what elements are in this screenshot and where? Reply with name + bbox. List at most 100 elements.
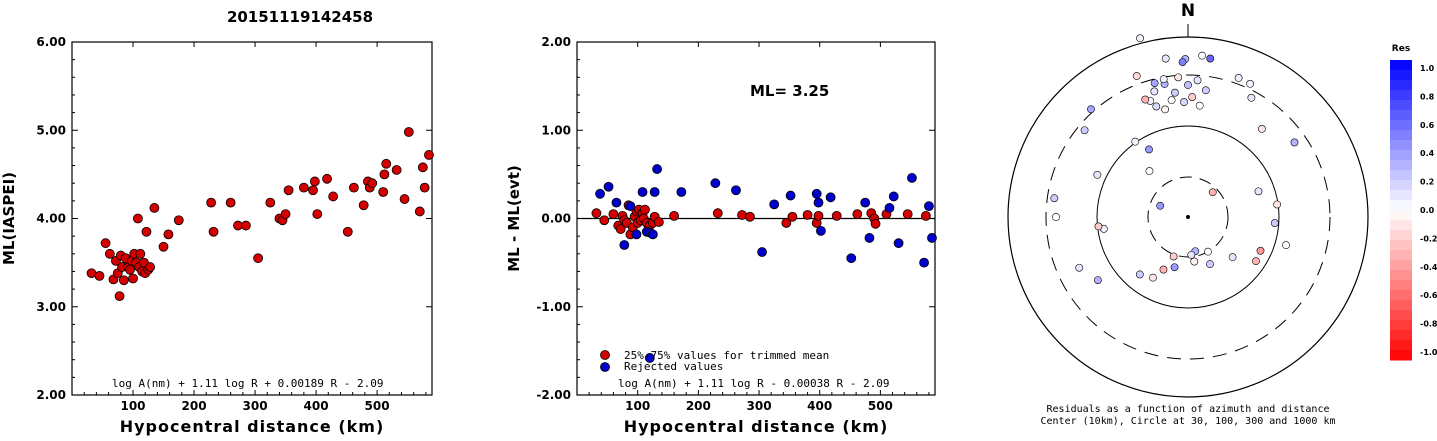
x-tick-label: 100: [120, 399, 145, 413]
station-point: [1093, 276, 1102, 284]
data-point: [640, 204, 650, 215]
data-point: [907, 173, 917, 183]
data-point: [114, 291, 125, 302]
colorbar-segment: [1390, 330, 1412, 341]
colorbar-tick-label: -0.2: [1420, 234, 1437, 243]
data-point: [149, 203, 160, 213]
data-point: [240, 220, 251, 231]
colorbar-segment: [1390, 290, 1412, 301]
station-point: [1180, 98, 1188, 106]
station-point: [1170, 263, 1179, 272]
data-point: [920, 210, 931, 221]
data-point: [163, 229, 174, 240]
data-point: [787, 211, 798, 222]
colorbar-tick-label: -0.6: [1420, 291, 1437, 300]
colorbar-segment: [1390, 300, 1412, 311]
y-axis-label: ML(IASPEI): [0, 172, 18, 265]
colorbar-segment: [1390, 120, 1412, 131]
y-tick-label: 5.00: [36, 123, 66, 137]
x-tick-label: 500: [868, 399, 893, 413]
station-point: [1247, 93, 1256, 102]
data-point: [603, 181, 614, 192]
colorbar-segment: [1390, 80, 1412, 91]
y-tick-label: 2.00: [36, 388, 66, 402]
data-point: [644, 353, 655, 363]
data-point: [280, 209, 291, 219]
station-point: [1156, 201, 1165, 210]
station-point: [1150, 79, 1159, 87]
north-label: N: [1181, 1, 1195, 21]
data-point: [94, 270, 105, 281]
legend-marker-trimmed: [600, 350, 610, 360]
chart-title: 20151119142458: [226, 8, 374, 26]
data-point: [852, 209, 863, 219]
polar-circle-30km: [1147, 176, 1229, 258]
station-point: [1171, 88, 1179, 97]
data-point: [802, 210, 813, 220]
formula-annotation: log A(nm) + 1.11 log R + 0.00189 R - 2.0…: [112, 377, 384, 390]
station-point: [1282, 241, 1290, 250]
data-point: [924, 201, 934, 212]
data-point: [141, 226, 152, 237]
data-point: [100, 238, 111, 249]
station-point: [1254, 187, 1263, 196]
data-point: [888, 191, 899, 202]
data-point: [745, 211, 755, 222]
colorbar-segment: [1390, 110, 1412, 121]
polar-caption-line1: Residuals as a function of azimuth and d…: [1047, 404, 1330, 415]
data-point: [378, 187, 389, 197]
data-point: [132, 213, 143, 224]
data-point: [253, 253, 264, 264]
data-point: [173, 215, 184, 226]
colorbar-segment: [1390, 350, 1412, 361]
x-tick-label: 300: [243, 399, 268, 413]
data-point: [599, 215, 610, 226]
station-point: [1234, 74, 1243, 82]
station-point: [1252, 257, 1260, 266]
data-point: [757, 247, 767, 257]
station-point: [1132, 72, 1141, 80]
x-tick-label: 200: [686, 399, 711, 413]
data-point: [158, 241, 169, 252]
data-point: [731, 185, 741, 196]
data-point: [145, 262, 156, 272]
station-point: [1201, 86, 1210, 95]
data-point: [825, 192, 836, 203]
y-tick-label: -2.00: [536, 388, 571, 402]
data-point: [637, 187, 648, 197]
station-point: [1141, 95, 1150, 104]
data-point: [424, 150, 434, 160]
colorbar-tick-label: 0.8: [1420, 92, 1435, 101]
colorbar-segment: [1390, 240, 1412, 251]
polar-circle-100km: [1096, 125, 1280, 309]
data-point: [785, 190, 796, 201]
data-point: [860, 197, 871, 208]
y-tick-label: 3.00: [36, 300, 66, 314]
data-point: [676, 187, 687, 197]
station-point: [1145, 145, 1153, 154]
station-point: [1094, 222, 1103, 231]
station-point: [1290, 138, 1299, 147]
data-point: [649, 187, 660, 197]
data-point: [595, 188, 605, 199]
x-tick-label: 500: [365, 399, 390, 413]
data-point: [118, 275, 129, 286]
station-point: [1161, 105, 1170, 114]
data-point: [919, 257, 929, 268]
data-point: [381, 158, 392, 169]
data-point: [870, 218, 881, 229]
data-point: [367, 178, 378, 189]
colorbar-tick-label: 0.6: [1420, 121, 1435, 130]
data-point: [298, 182, 309, 193]
station-point: [1052, 213, 1060, 221]
data-point: [283, 185, 294, 196]
station-point: [1159, 75, 1168, 84]
colorbar-segment: [1390, 70, 1412, 81]
data-point: [769, 199, 780, 210]
data-point: [358, 200, 369, 211]
data-point: [414, 206, 425, 217]
colorbar-tick-label: 0.0: [1420, 206, 1435, 215]
station-point: [1131, 137, 1140, 146]
colorbar-tick-label: 1.0: [1420, 64, 1435, 73]
